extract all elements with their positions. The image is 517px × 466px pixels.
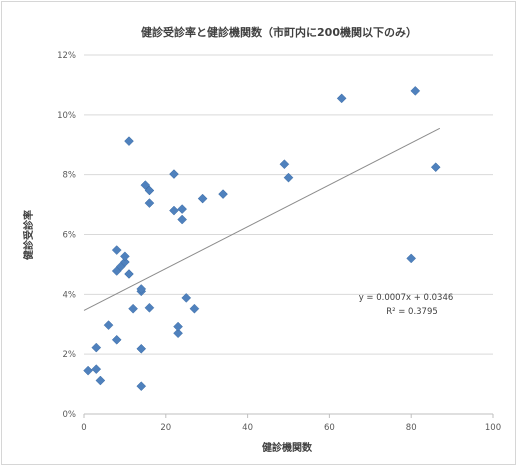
y-tick-label: 0% <box>63 410 77 420</box>
data-point-marker <box>136 343 147 354</box>
data-point-marker <box>181 293 192 303</box>
data-point-marker <box>124 269 134 279</box>
data-point-marker <box>410 86 421 96</box>
data-point-marker <box>177 204 188 214</box>
data-point-marker <box>136 284 147 294</box>
trendline-equation: y = 0.0007x + 0.0346 <box>359 293 454 303</box>
chart-title: 健診受診率と健診機関数（市町内に200機関以下のみ） <box>141 25 417 39</box>
data-point-marker <box>283 172 294 183</box>
data-point-marker <box>124 136 134 147</box>
y-tick-label: 2% <box>63 350 77 360</box>
data-points <box>83 86 441 392</box>
data-point-marker <box>197 193 208 204</box>
gridlines <box>84 54 493 355</box>
data-point-marker <box>406 253 417 264</box>
data-point-marker <box>120 257 130 267</box>
data-point-marker <box>140 180 151 190</box>
x-tick-label: 100 <box>485 423 501 433</box>
y-tick-label: 12% <box>57 51 76 61</box>
data-point-marker <box>144 302 155 313</box>
data-point-marker <box>177 214 188 225</box>
y-tick-label: 6% <box>63 231 77 241</box>
data-point-marker <box>279 159 290 170</box>
trendline-r-squared: R² = 0.3795 <box>386 307 438 317</box>
data-point-marker <box>218 189 228 199</box>
x-tick-label: 0 <box>81 423 86 433</box>
data-point-marker <box>91 342 102 353</box>
x-tick-label: 60 <box>324 423 335 433</box>
data-point-marker <box>136 381 147 392</box>
y-axis-title: 健診受診率 <box>22 210 35 260</box>
data-point-marker <box>144 185 155 196</box>
data-point-marker <box>120 251 130 262</box>
data-point-marker <box>336 93 347 104</box>
data-point-marker <box>430 162 441 173</box>
linear-trendline <box>83 127 441 311</box>
x-tick-label: 20 <box>160 423 171 433</box>
data-point-marker <box>169 169 179 179</box>
data-point-marker <box>91 364 102 374</box>
data-point-marker <box>111 245 122 255</box>
data-point-marker <box>169 205 179 216</box>
y-tick-label: 4% <box>63 290 77 300</box>
data-point-marker <box>144 198 155 208</box>
x-tick-label: 40 <box>242 423 253 433</box>
data-point-marker <box>189 303 200 314</box>
data-point-marker <box>95 375 106 386</box>
trendline-layer <box>83 127 441 311</box>
data-point-marker <box>111 334 122 345</box>
y-tick-label: 10% <box>57 111 76 121</box>
data-point-marker <box>173 321 183 332</box>
data-point-marker <box>128 303 138 314</box>
data-point-marker <box>103 320 114 331</box>
data-point-marker <box>173 328 183 339</box>
y-tick-label: 8% <box>63 171 77 181</box>
data-point-marker <box>83 365 93 376</box>
axes: 0% 2% 4% 6% 8% 10% 12% 0 20 40 60 80 100 <box>57 51 501 433</box>
x-axis-title: 健診機関数 <box>262 441 313 454</box>
x-tick-label: 80 <box>406 423 417 433</box>
